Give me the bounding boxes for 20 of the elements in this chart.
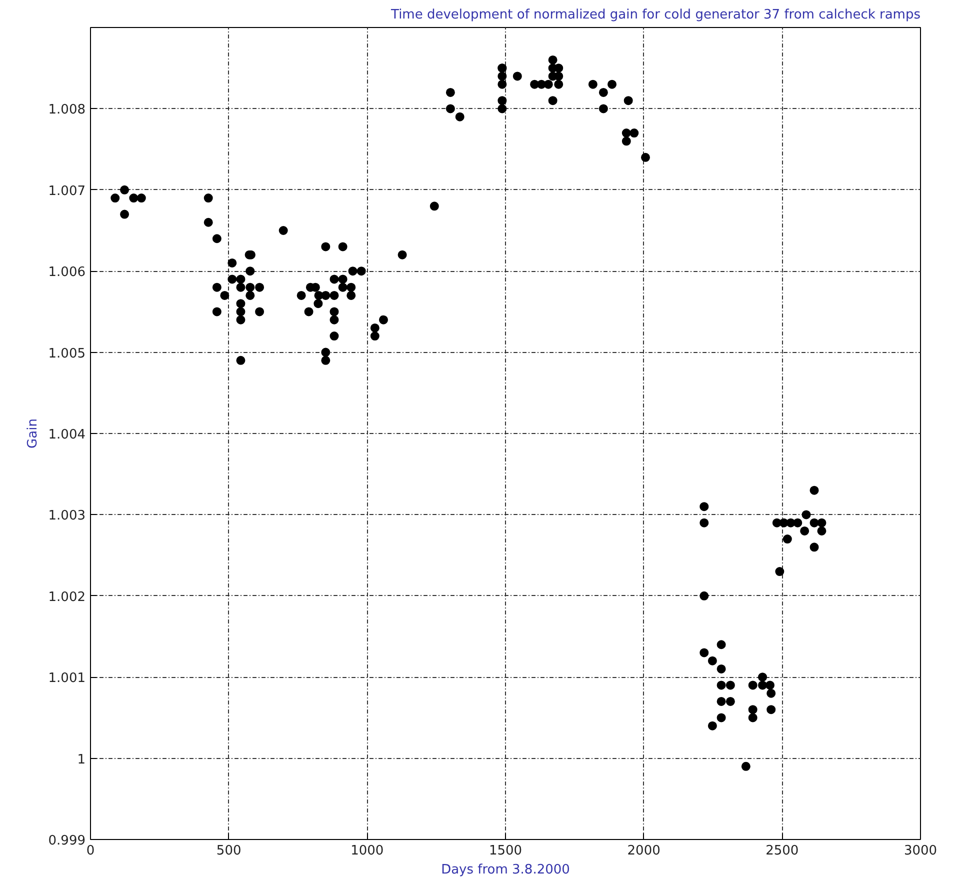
x-tick-label: 500 — [216, 844, 242, 858]
x-tick-label: 1500 — [488, 844, 522, 858]
y-tick-label: 1 — [77, 752, 86, 768]
y-tick-label: 0.999 — [48, 834, 86, 848]
x-axis-title: Days from 3.8.2000 — [441, 862, 570, 878]
x-tick-label: 2500 — [766, 844, 799, 858]
y-tick-label: 1.001 — [48, 671, 86, 686]
y-tick-label: 1.006 — [48, 265, 86, 280]
chart-title: Time development of normalized gain for cold generator 37 from calcheck ramps — [390, 8, 921, 22]
y-axis-title: Gain — [25, 418, 40, 448]
x-tick-label: 2000 — [627, 844, 660, 858]
x-tick-label: 3000 — [904, 844, 938, 858]
y-tick-label: 1.002 — [48, 590, 86, 605]
x-tick-label: 1000 — [350, 844, 384, 858]
y-tick-label: 1.008 — [48, 102, 86, 118]
y-tick-label: 1.003 — [48, 508, 86, 524]
y-tick-label: 1.005 — [48, 346, 86, 362]
y-tick-label: 1.007 — [48, 184, 86, 199]
x-tick-label: 0 — [86, 844, 95, 858]
y-tick-label: 1.004 — [48, 428, 86, 442]
